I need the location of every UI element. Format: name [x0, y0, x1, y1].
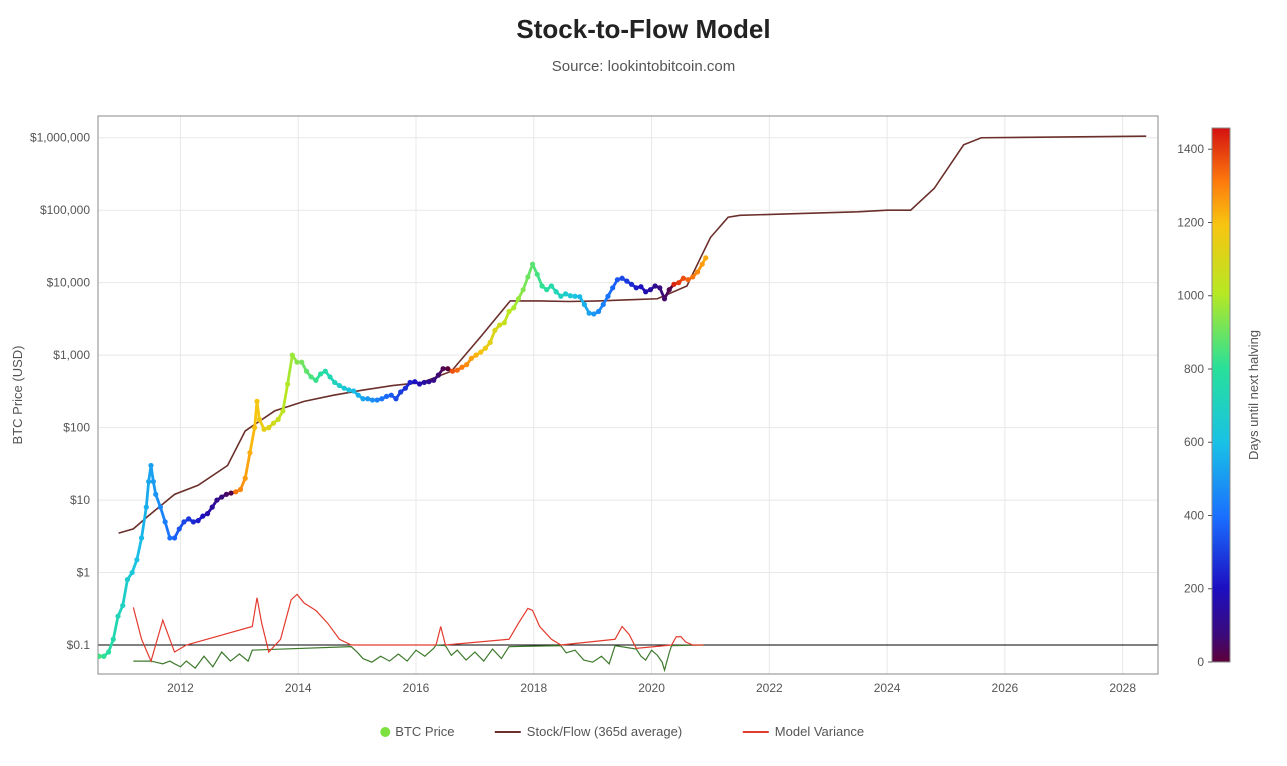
- chart-svg: 2012 2014 2016 2018 2020 2022 2024 2026 2028 $0.1…: [0, 0, 1287, 766]
- svg-text:400: 400: [1184, 508, 1204, 522]
- svg-text:BTC Price: BTC Price: [395, 724, 454, 739]
- svg-text:2016: 2016: [403, 681, 430, 695]
- svg-text:1200: 1200: [1177, 215, 1204, 229]
- svg-text:$100,000: $100,000: [40, 203, 90, 217]
- svg-text:$1,000,000: $1,000,000: [30, 131, 90, 145]
- svg-text:$10,000: $10,000: [47, 276, 91, 290]
- chart-subtitle: Source: lookintobitcoin.com: [0, 58, 1287, 75]
- svg-text:1400: 1400: [1177, 142, 1204, 156]
- svg-text:2014: 2014: [285, 681, 312, 695]
- svg-text:200: 200: [1184, 582, 1204, 596]
- svg-text:2012: 2012: [167, 681, 194, 695]
- svg-text:$1: $1: [77, 566, 91, 580]
- svg-text:Stock/Flow (365d average): Stock/Flow (365d average): [527, 724, 682, 739]
- svg-text:BTC Price (USD): BTC Price (USD): [10, 346, 25, 445]
- svg-text:Model Variance: Model Variance: [775, 724, 864, 739]
- svg-text:2022: 2022: [756, 681, 783, 695]
- svg-text:2024: 2024: [874, 681, 901, 695]
- svg-text:2028: 2028: [1109, 681, 1136, 695]
- svg-text:800: 800: [1184, 362, 1204, 376]
- svg-text:$1,000: $1,000: [53, 348, 90, 362]
- svg-text:2018: 2018: [520, 681, 547, 695]
- svg-text:2020: 2020: [638, 681, 665, 695]
- svg-text:600: 600: [1184, 435, 1204, 449]
- svg-text:$0.1: $0.1: [67, 638, 91, 652]
- svg-text:0: 0: [1197, 655, 1204, 669]
- svg-text:$10: $10: [70, 493, 90, 507]
- chart-title: Stock-to-Flow Model: [0, 14, 1287, 45]
- svg-text:1000: 1000: [1177, 289, 1204, 303]
- svg-text:Days until next halving: Days until next halving: [1246, 330, 1261, 460]
- svg-text:$100: $100: [63, 421, 90, 435]
- svg-text:2026: 2026: [992, 681, 1019, 695]
